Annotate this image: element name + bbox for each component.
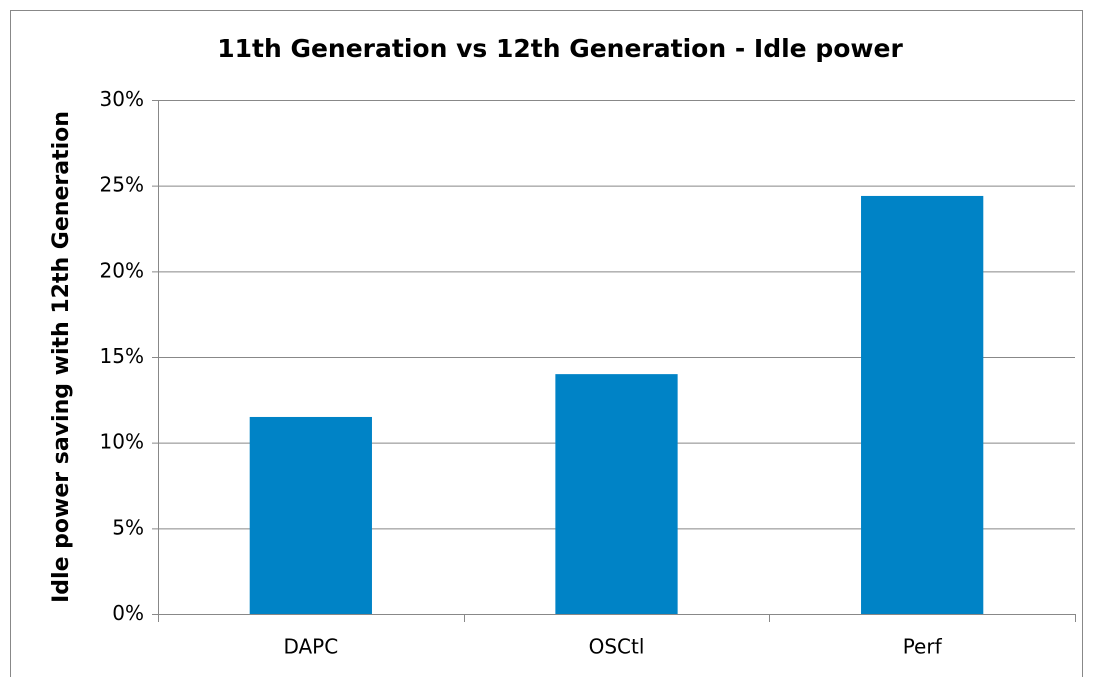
bar: [861, 195, 984, 615]
y-tick-label: 20%: [100, 258, 144, 282]
y-tick-label: 15%: [100, 344, 144, 368]
y-axis-label: Idle power saving with 12th Generation: [49, 111, 74, 603]
bar: [249, 416, 372, 614]
x-tick-label: OSCtl: [589, 635, 645, 659]
y-tick-label: 30%: [100, 87, 144, 111]
y-tick-label: 25%: [100, 173, 144, 197]
chart-frame: [10, 10, 1083, 677]
chart-title: 11th Generation vs 12th Generation - Idl…: [217, 34, 903, 63]
bar: [555, 374, 678, 614]
y-tick-label: 10%: [100, 430, 144, 454]
y-tick-label: 0%: [112, 601, 144, 625]
x-tick-label: Perf: [903, 635, 943, 659]
x-tick-label: DAPC: [283, 635, 338, 659]
y-tick-label: 5%: [112, 515, 144, 539]
